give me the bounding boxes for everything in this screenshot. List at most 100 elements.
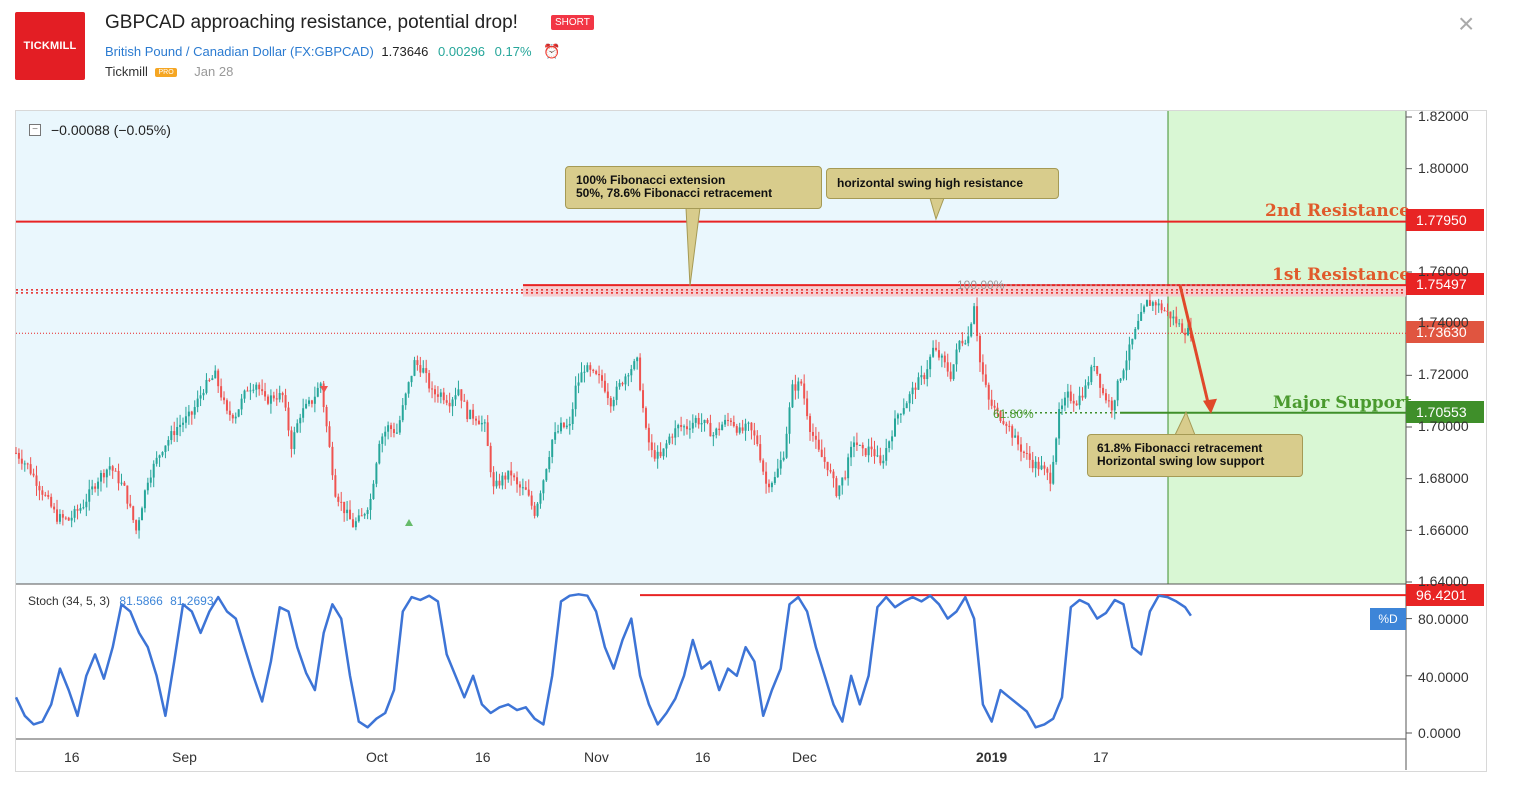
candle-body	[559, 422, 562, 432]
candle-body	[518, 484, 521, 488]
candle-body	[715, 428, 718, 436]
candle-body	[220, 386, 223, 398]
candle-body	[1075, 403, 1078, 406]
projection-arrow-layer	[1178, 284, 1217, 414]
candle-body	[431, 388, 434, 390]
candle-body	[454, 395, 457, 400]
candle-body	[762, 460, 765, 472]
author-line: Tickmill PRO Jan 28	[105, 64, 233, 79]
callout-major-support: 61.8% Fibonacci retracement Horizontal s…	[1087, 434, 1303, 477]
candle-body	[589, 365, 592, 370]
candle-body	[665, 443, 668, 449]
candle-body	[255, 384, 258, 390]
candle-body	[697, 417, 700, 425]
candle-body	[803, 383, 806, 399]
candle-body	[987, 384, 990, 400]
candle-body	[765, 471, 768, 484]
candle-body	[1084, 385, 1087, 398]
candle-body	[668, 436, 671, 444]
candle-body	[360, 515, 363, 517]
candle-body	[328, 426, 331, 447]
candle-body	[583, 371, 586, 373]
candle-body	[902, 408, 905, 414]
candle-body	[1113, 400, 1116, 411]
candle-body	[814, 435, 817, 440]
candle-body	[964, 343, 967, 345]
candle-body	[35, 475, 38, 486]
candle-body	[917, 377, 920, 390]
candle-body	[609, 398, 612, 407]
candle-body	[709, 422, 712, 437]
candle-body	[225, 400, 228, 411]
candle-body	[873, 449, 876, 457]
stoch-k-value: 81.5866	[119, 594, 163, 608]
candle-body	[656, 451, 659, 459]
callout-support-line1: 61.8% Fibonacci retracement	[1097, 441, 1263, 455]
candle-body	[372, 483, 375, 499]
candle-body	[398, 420, 401, 433]
candle-body	[773, 477, 776, 483]
candle-body	[650, 442, 653, 451]
candle-body	[1093, 366, 1096, 368]
candle-body	[521, 487, 524, 489]
candle-body	[551, 439, 554, 458]
y-tick-label: 1.68000	[1418, 470, 1469, 486]
candle-body	[322, 383, 325, 408]
collapse-legend-icon[interactable]: −	[29, 124, 41, 136]
candlestick-series	[15, 290, 1192, 539]
y-tick-label: 1.80000	[1418, 160, 1469, 176]
candle-body	[542, 480, 545, 494]
candle-body	[319, 383, 322, 388]
candle-body	[296, 423, 299, 433]
candle-body	[1184, 332, 1187, 336]
candle-body	[1102, 387, 1105, 394]
candle-body	[726, 419, 729, 421]
candle-body	[463, 400, 466, 402]
candle-body	[82, 507, 85, 509]
candle-body	[823, 457, 826, 462]
candle-body	[612, 399, 615, 407]
candle-body	[47, 494, 50, 497]
candle-body	[79, 508, 82, 511]
x-tick-label: 16	[695, 749, 711, 765]
candle-body	[847, 457, 850, 479]
candle-body	[237, 409, 240, 417]
candle-body	[1104, 393, 1107, 401]
stoch-legend: Stoch (34, 5, 3) 81.5866 81.2693	[28, 594, 214, 608]
candle-body	[809, 416, 812, 432]
candle-body	[703, 419, 706, 424]
close-icon[interactable]: ×	[1458, 8, 1475, 39]
author-name[interactable]: Tickmill	[105, 64, 148, 79]
candle-body	[1099, 373, 1102, 388]
candle-body	[905, 403, 908, 409]
candle-body	[929, 356, 932, 370]
candle-body	[290, 430, 293, 449]
candle-body	[249, 390, 252, 392]
candle-body	[261, 389, 264, 392]
candle-body	[164, 445, 167, 452]
candle-body	[516, 477, 519, 485]
candle-body	[738, 427, 741, 433]
stoch-d-value: 81.2693	[170, 594, 214, 608]
candle-body	[378, 443, 381, 464]
alarm-clock-icon[interactable]: ⏰	[543, 43, 561, 59]
x-tick-label: 2019	[976, 749, 1008, 765]
candle-body	[108, 466, 111, 470]
x-tick-label: 17	[1093, 749, 1109, 765]
candle-body	[797, 381, 800, 391]
candle-body	[266, 396, 269, 404]
candle-body	[539, 493, 542, 504]
candle-body	[155, 457, 158, 464]
candle-body	[627, 375, 630, 377]
candle-body	[908, 394, 911, 404]
pivot-high-marker	[320, 386, 328, 393]
candle-body	[1049, 472, 1052, 484]
candle-body	[477, 420, 480, 425]
candle-body	[105, 469, 108, 478]
symbol-link[interactable]: British Pound / Canadian Dollar (FX:GBPC…	[105, 44, 374, 59]
candle-body	[568, 424, 571, 426]
candle-body	[140, 508, 143, 521]
candle-body	[228, 410, 231, 415]
x-tick-label: 16	[475, 749, 491, 765]
candle-body	[1052, 461, 1055, 484]
